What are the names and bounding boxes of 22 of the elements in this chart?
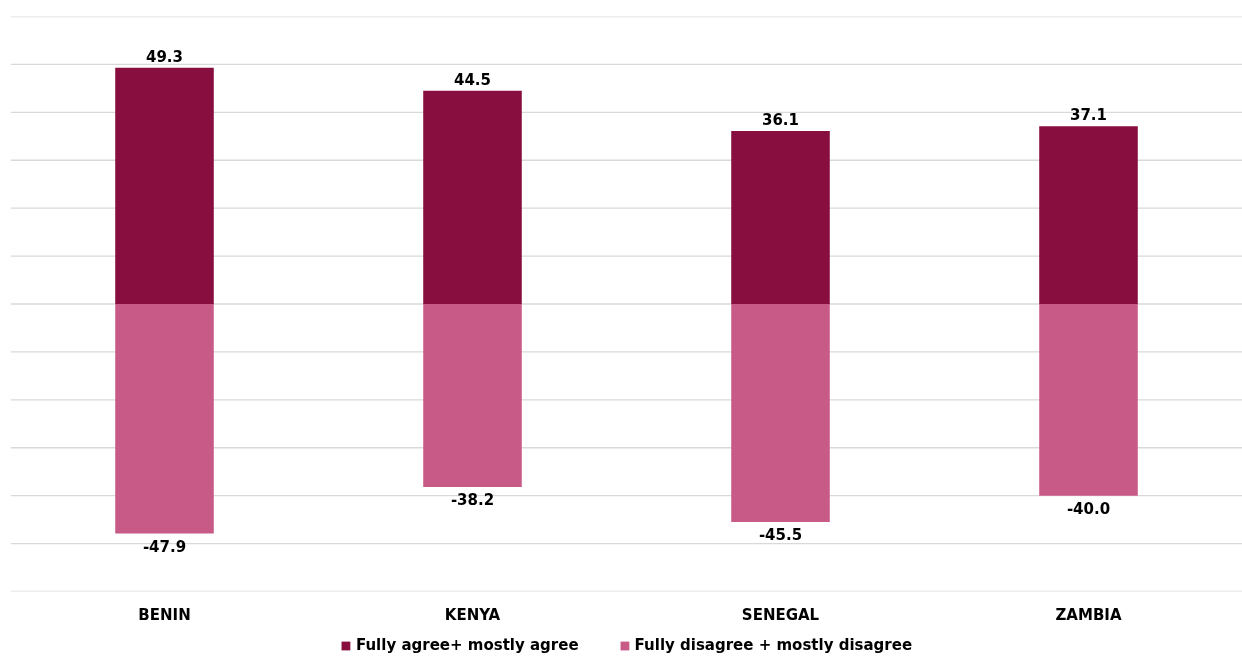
data-label: 37.1 — [1070, 106, 1108, 125]
legend-label: Fully agree+ mostly agree — [355, 636, 579, 654]
bar — [115, 67, 214, 304]
x-tick-label: ZAMBIA — [1055, 605, 1122, 624]
data-label: -40.0 — [1066, 499, 1111, 518]
bar — [423, 90, 522, 304]
x-tick-label: BENIN — [138, 605, 191, 624]
data-label: 36.1 — [762, 111, 800, 130]
bar — [731, 131, 830, 304]
data-label: 44.5 — [454, 70, 492, 89]
legend-label: Fully disagree + mostly disagree — [634, 636, 913, 654]
x-tick-label: KENYA — [444, 605, 501, 624]
data-label: -38.2 — [450, 491, 495, 510]
bar — [115, 304, 214, 534]
x-tick-label: SENEGAL — [741, 605, 820, 624]
data-label: -47.9 — [142, 537, 187, 556]
data-label: -45.5 — [758, 526, 803, 545]
bar — [1039, 304, 1138, 496]
bar — [1039, 126, 1138, 304]
bar — [423, 304, 522, 488]
data-label: 49.3 — [146, 47, 184, 66]
bar — [731, 304, 830, 523]
